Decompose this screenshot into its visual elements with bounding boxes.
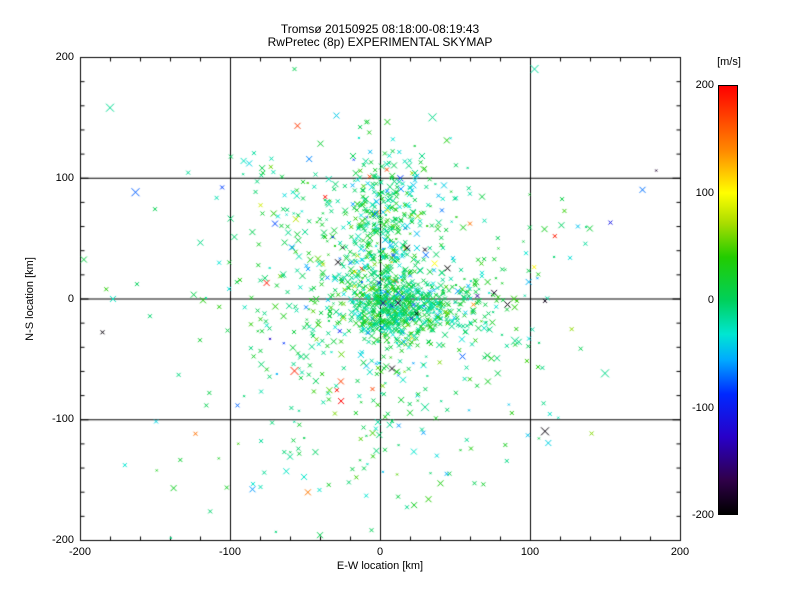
x-tick-label: 0: [376, 546, 384, 558]
y-tick-label: 100: [55, 171, 74, 184]
x-tick-label: 100: [520, 546, 540, 558]
x-axis-label: E-W location [km]: [336, 560, 424, 572]
y-tick-label: -100: [51, 413, 74, 426]
x-tick-label: 200: [670, 546, 690, 558]
y-tick-label: -200: [51, 534, 74, 546]
x-tick-label: -100: [218, 546, 242, 558]
y-tick-labels: -200 -100 0 100 200: [0, 0, 76, 600]
plot-title-line1: Tromsø 20150925 08:18:00-08:19:43: [280, 22, 480, 36]
x-tick-label: -200: [68, 546, 92, 558]
x-tick-labels: -200 -100 0 100 200: [0, 546, 800, 560]
plot-title-line2: RwPretec (8p) EXPERIMENTAL SKYMAP: [267, 35, 493, 49]
colorbar-gradient: [718, 85, 738, 515]
colorbar-units-label: [m/s]: [717, 56, 741, 68]
y-tick-label: 200: [55, 51, 74, 63]
y-tick-label: 0: [67, 292, 74, 305]
